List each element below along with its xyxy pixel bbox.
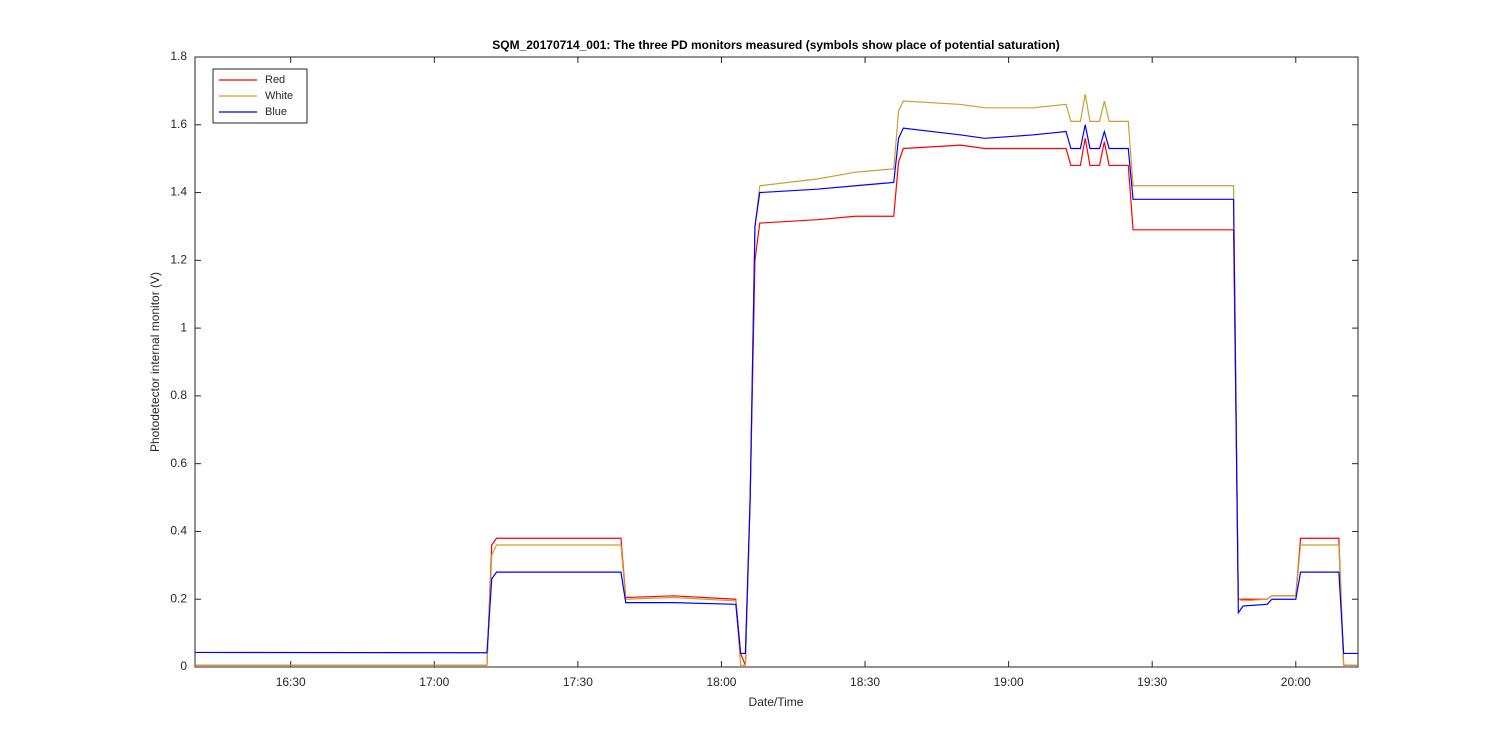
- x-tick-label: 17:30: [563, 675, 593, 689]
- y-tick-label: 0: [180, 659, 187, 673]
- x-tick-label: 19:30: [1137, 675, 1167, 689]
- y-tick-label: 1: [180, 320, 187, 334]
- x-axis-label: Date/Time: [749, 695, 804, 709]
- y-tick-label: 1.4: [170, 185, 187, 199]
- data-line: [195, 138, 1358, 666]
- y-tick-label: 0.6: [170, 456, 187, 470]
- y-tick-label: 1.2: [170, 253, 187, 267]
- legend-label: Red: [265, 74, 285, 86]
- data-line: [195, 94, 1358, 666]
- x-tick-label: 16:30: [276, 675, 306, 689]
- x-tick-label: 18:00: [706, 675, 736, 689]
- x-tick-label: 18:30: [850, 675, 880, 689]
- x-tick-label: 20:00: [1281, 675, 1311, 689]
- y-tick-label: 1.8: [170, 49, 187, 63]
- y-tick-label: 0.8: [170, 388, 187, 402]
- chart-title: SQM_20170714_001: The three PD monitors …: [492, 38, 1060, 52]
- y-tick-label: 0.4: [170, 524, 187, 538]
- y-axis-label: Photodetector internal monitor (V): [148, 272, 162, 452]
- y-tick-label: 0.2: [170, 591, 187, 605]
- y-tick-label: 1.6: [170, 117, 187, 131]
- x-tick-label: 19:00: [994, 675, 1024, 689]
- data-line: [194, 124, 1358, 655]
- x-tick-label: 17:00: [419, 675, 449, 689]
- plot-area: [194, 56, 1359, 668]
- legend-label: White: [265, 90, 293, 102]
- legend-label: Blue: [265, 106, 287, 118]
